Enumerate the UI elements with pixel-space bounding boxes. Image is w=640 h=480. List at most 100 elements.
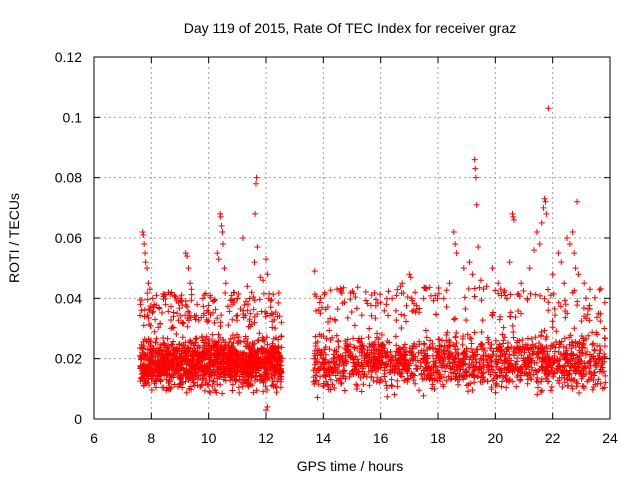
data-point bbox=[581, 280, 588, 287]
data-point bbox=[361, 350, 368, 357]
data-point bbox=[316, 299, 323, 306]
data-point bbox=[468, 345, 475, 352]
data-point bbox=[261, 365, 268, 372]
data-point bbox=[567, 332, 574, 339]
data-point bbox=[196, 344, 203, 351]
data-point bbox=[561, 297, 568, 304]
data-point bbox=[147, 303, 154, 310]
data-point bbox=[442, 368, 449, 375]
data-point bbox=[320, 367, 327, 374]
data-point bbox=[443, 287, 450, 294]
data-point bbox=[411, 340, 418, 347]
data-point bbox=[570, 355, 577, 362]
x-tick-label: 8 bbox=[147, 430, 155, 446]
data-point bbox=[594, 314, 601, 321]
data-point bbox=[179, 334, 186, 341]
axis-ticks: 6 8 10 12 14 16 18 20 22 24 0 0.02 0.04 0.06 0.08 0.1 0.… bbox=[55, 49, 618, 446]
data-point bbox=[179, 384, 186, 391]
data-point bbox=[425, 374, 432, 381]
data-point bbox=[383, 301, 390, 308]
data-point bbox=[568, 339, 575, 346]
data-point bbox=[386, 339, 393, 346]
data-point bbox=[160, 340, 167, 347]
data-point bbox=[318, 304, 325, 311]
data-point bbox=[268, 356, 275, 363]
data-point bbox=[398, 354, 405, 361]
data-point bbox=[337, 285, 344, 292]
data-point bbox=[199, 358, 206, 365]
data-point bbox=[384, 354, 391, 361]
data-point bbox=[534, 391, 541, 398]
data-point bbox=[540, 204, 547, 211]
data-point bbox=[229, 332, 236, 339]
data-point bbox=[222, 280, 229, 287]
data-point bbox=[314, 394, 321, 401]
data-point bbox=[536, 241, 543, 248]
data-point bbox=[219, 336, 226, 343]
data-point bbox=[177, 381, 184, 388]
data-point bbox=[500, 374, 507, 381]
data-point bbox=[157, 378, 164, 385]
data-point bbox=[500, 324, 507, 331]
data-point bbox=[590, 353, 597, 360]
data-point bbox=[350, 335, 357, 342]
data-point bbox=[544, 286, 551, 293]
data-point bbox=[548, 383, 555, 390]
data-point bbox=[501, 287, 508, 294]
data-point bbox=[251, 297, 258, 304]
data-point bbox=[389, 295, 396, 302]
data-point bbox=[489, 367, 496, 374]
data-point bbox=[272, 325, 279, 332]
data-point bbox=[476, 284, 483, 291]
data-point bbox=[413, 365, 420, 372]
data-point bbox=[528, 366, 535, 373]
data-point bbox=[245, 353, 252, 360]
data-point bbox=[195, 317, 202, 324]
data-point bbox=[209, 331, 216, 338]
data-point bbox=[403, 318, 410, 325]
data-point bbox=[492, 381, 499, 388]
data-point bbox=[317, 310, 324, 317]
data-point bbox=[178, 292, 185, 299]
data-point bbox=[541, 327, 548, 334]
data-point bbox=[561, 363, 568, 370]
data-point bbox=[364, 350, 371, 357]
data-point bbox=[597, 318, 604, 325]
data-point bbox=[222, 290, 229, 296]
data-point bbox=[564, 376, 571, 383]
data-point bbox=[550, 359, 557, 366]
data-point bbox=[503, 295, 510, 302]
data-point bbox=[335, 377, 342, 384]
data-point bbox=[212, 387, 219, 394]
data-point bbox=[428, 385, 435, 392]
data-point bbox=[540, 348, 547, 355]
data-point bbox=[595, 310, 602, 317]
data-point bbox=[251, 259, 258, 266]
data-point bbox=[329, 369, 336, 376]
data-point bbox=[381, 307, 388, 314]
data-point bbox=[394, 383, 401, 390]
data-point bbox=[227, 335, 234, 342]
data-point bbox=[178, 350, 185, 357]
data-point bbox=[461, 350, 468, 357]
data-point bbox=[374, 358, 381, 365]
data-point bbox=[358, 388, 365, 395]
data-point bbox=[434, 346, 441, 353]
y-tick-label: 0.04 bbox=[55, 290, 82, 306]
data-point bbox=[175, 317, 182, 324]
data-point bbox=[256, 296, 263, 303]
data-point bbox=[355, 335, 362, 342]
data-point bbox=[541, 345, 548, 352]
y-tick-label: 0.1 bbox=[63, 109, 83, 125]
data-point bbox=[264, 341, 271, 348]
data-point bbox=[502, 353, 509, 360]
data-point bbox=[177, 312, 184, 319]
data-point bbox=[138, 297, 145, 304]
data-point bbox=[584, 348, 591, 355]
data-point bbox=[385, 312, 392, 319]
data-point bbox=[229, 365, 236, 372]
data-point bbox=[549, 343, 556, 350]
data-point bbox=[370, 377, 377, 384]
data-point bbox=[173, 331, 180, 338]
data-point bbox=[366, 343, 373, 350]
